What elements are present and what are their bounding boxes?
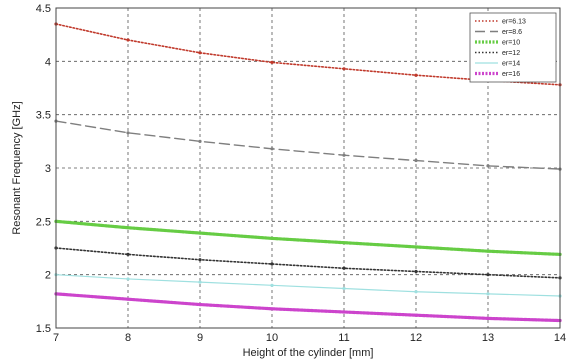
- y-tick-label: 3: [45, 163, 51, 175]
- series-er=16: [54, 292, 562, 323]
- data-point: [270, 262, 274, 266]
- data-point: [126, 277, 130, 281]
- x-tick-label: 8: [125, 332, 131, 344]
- data-point: [126, 252, 130, 256]
- data-point: [270, 283, 274, 287]
- x-tick-label: 7: [53, 332, 59, 344]
- x-tick-label: 9: [197, 332, 203, 344]
- data-point: [414, 158, 418, 163]
- data-point: [414, 313, 418, 317]
- series-line: [54, 292, 562, 323]
- data-point: [486, 164, 490, 168]
- legend: er=6.13 er=8.6 er=10 er=12 er=14 er=16: [469, 12, 557, 83]
- data-point: [342, 67, 346, 71]
- data-point: [270, 236, 274, 240]
- data-point: [270, 147, 274, 151]
- data-point: [198, 51, 202, 55]
- data-point: [126, 131, 130, 135]
- y-tick-label: 1.5: [36, 323, 51, 335]
- data-point: [126, 297, 130, 301]
- data-point: [198, 231, 202, 235]
- legend-label: er=8.6: [502, 29, 522, 36]
- y-axis-label: Resonant Frequency [GHz]: [11, 101, 23, 234]
- data-point: [414, 290, 418, 294]
- data-point: [270, 60, 274, 64]
- data-point: [198, 302, 202, 307]
- y-tick-label: 2.5: [36, 216, 51, 228]
- data-point: [198, 258, 202, 262]
- x-tick-label: 10: [266, 332, 278, 344]
- y-tick-label: 4: [45, 56, 51, 68]
- x-tick-label: 12: [410, 332, 422, 344]
- x-axis-label: Height of the cylinder [mm]: [243, 347, 374, 359]
- legend-label: er=14: [502, 61, 520, 68]
- legend-label: er=12: [502, 50, 520, 57]
- legend-box: [469, 12, 557, 83]
- data-point: [486, 292, 490, 296]
- series-er=10: [54, 219, 562, 256]
- data-point: [126, 38, 130, 42]
- data-point: [198, 280, 202, 284]
- y-tick-label: 3.5: [36, 110, 51, 122]
- series-er=8.6: [54, 119, 562, 171]
- series-line: [55, 120, 561, 170]
- data-point: [414, 73, 418, 77]
- data-point: [342, 241, 346, 245]
- plot-frame: [55, 7, 561, 329]
- data-point: [126, 226, 130, 230]
- y-tick-label: 4.5: [36, 3, 51, 15]
- x-tick-label: 14: [554, 332, 566, 344]
- data-point: [414, 245, 418, 249]
- data-point: [198, 139, 202, 143]
- series-line: [54, 219, 562, 256]
- data-point: [342, 286, 346, 291]
- x-tick-label: 13: [482, 332, 494, 344]
- y-tick-label: 2: [45, 270, 51, 282]
- data-point: [486, 273, 490, 277]
- data-point: [486, 316, 490, 320]
- series-line: [55, 274, 561, 297]
- series-line: [55, 247, 561, 279]
- data-point: [342, 153, 346, 157]
- data-point: [414, 269, 418, 274]
- data-point: [270, 307, 274, 311]
- legend-label: er=16: [502, 71, 520, 78]
- y-tick-labels: 1.5 2 2.5 3 3.5 4 4.5: [36, 3, 51, 335]
- series-er=14: [54, 273, 562, 298]
- data-point: [342, 310, 346, 314]
- data-point: [342, 266, 346, 270]
- x-tick-label: 11: [338, 332, 349, 344]
- x-tick-labels: 7 8 9 10 11 12 13 14: [53, 332, 566, 344]
- data-point: [486, 249, 490, 253]
- legend-label: er=10: [502, 40, 520, 47]
- legend-label: er=6.13: [502, 19, 526, 26]
